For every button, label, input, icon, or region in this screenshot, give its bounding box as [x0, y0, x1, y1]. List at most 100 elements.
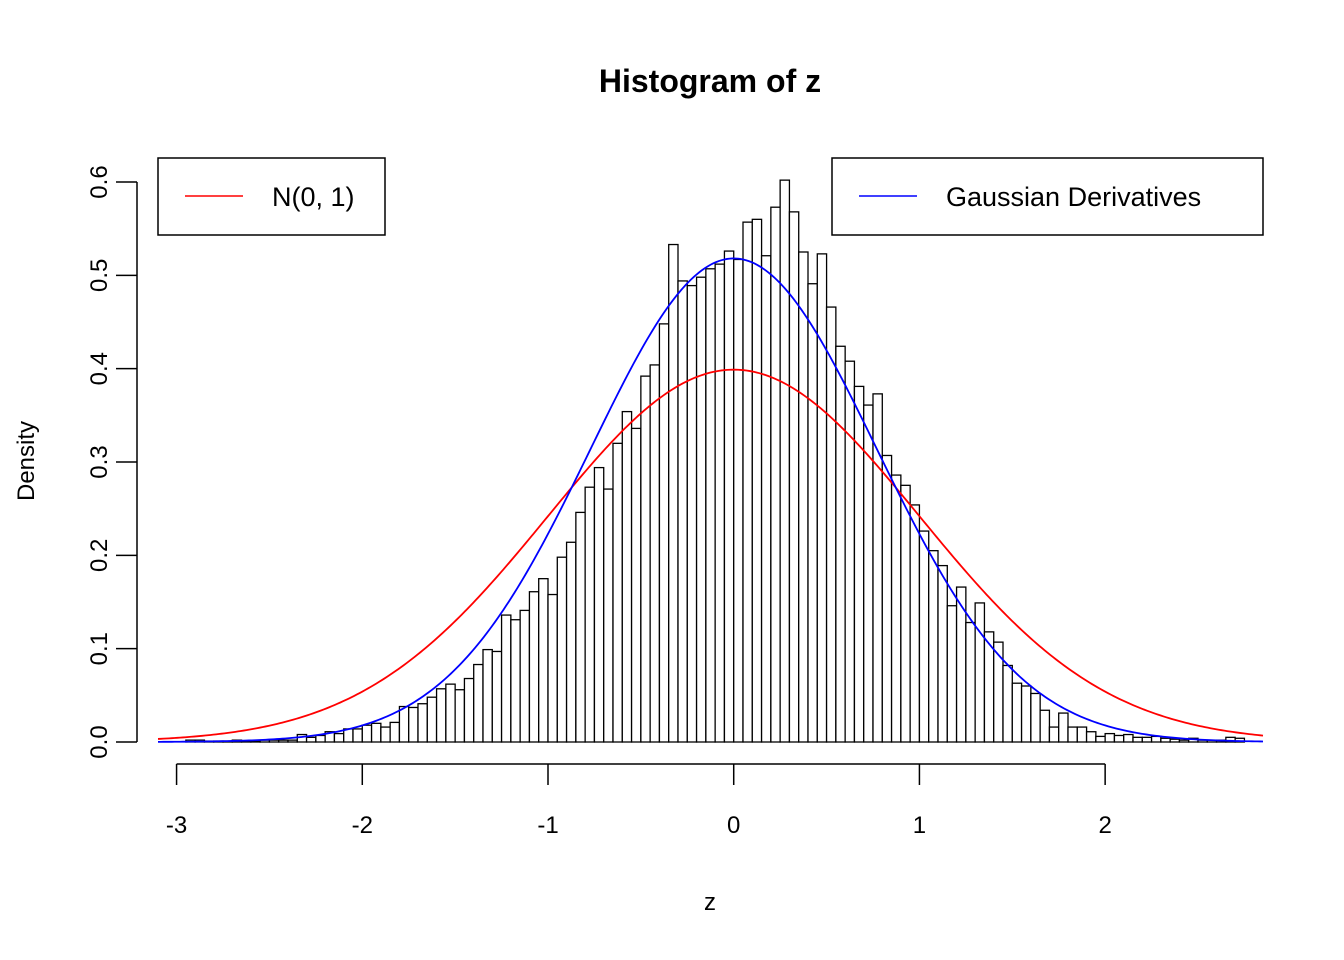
legend-right-label: Gaussian Derivatives: [946, 182, 1201, 212]
histogram-bar: [426, 696, 438, 743]
histogram-bar: [482, 648, 493, 743]
histogram-bar: [788, 211, 800, 743]
histogram-bar: [1160, 737, 1171, 743]
x-axis: -3 -2 -1 0 1 2: [166, 763, 1112, 839]
histogram-bar: [1123, 733, 1134, 743]
histogram-bar: [630, 427, 642, 743]
histogram-bar: [668, 243, 679, 743]
chart-title: Histogram of z: [599, 63, 821, 99]
x-tick-label: -3: [166, 812, 187, 839]
histogram-bar: [1039, 709, 1051, 743]
histogram-bar: [417, 703, 428, 743]
x-tick-label: -2: [352, 812, 373, 839]
histogram-bar: [380, 726, 391, 743]
histogram-bar: [798, 251, 809, 743]
histogram-bars: [185, 179, 1246, 743]
histogram-bar: [825, 306, 837, 743]
histogram-bar: [1104, 732, 1116, 743]
histogram-bar: [705, 268, 716, 743]
histogram-bar: [733, 258, 744, 743]
x-tick-label: 1: [913, 812, 926, 839]
histogram-bar: [343, 728, 354, 743]
histogram-bar: [454, 689, 466, 743]
y-axis-label: Density: [13, 421, 40, 501]
histogram-bar: [751, 218, 763, 743]
histogram-bar: [584, 486, 596, 743]
histogram-bar: [937, 564, 948, 743]
x-tick-label: 2: [1098, 812, 1111, 839]
y-tick-label: 0.0: [86, 725, 113, 758]
histogram-bar: [1020, 685, 1032, 743]
y-tick-label: 0.1: [86, 632, 113, 665]
histogram-bar: [723, 250, 735, 743]
histogram-bar: [1178, 739, 1190, 743]
x-tick-label: -1: [537, 812, 558, 839]
histogram-bar: [547, 593, 558, 743]
histogram-bar: [770, 206, 781, 743]
histogram-bar: [974, 602, 986, 743]
legend-left-label: N(0, 1): [272, 182, 355, 212]
histogram-bar: [640, 375, 651, 743]
histogram-bar: [714, 263, 726, 743]
histogram-bar: [779, 179, 791, 743]
histogram-bar: [510, 619, 521, 743]
histogram-bar: [398, 705, 410, 743]
legend-left: N(0, 1): [157, 157, 386, 236]
normal-curve: [157, 368, 1264, 740]
histogram-bar: [603, 488, 614, 743]
histogram-bar: [686, 284, 698, 743]
histogram-bar: [463, 677, 475, 743]
y-tick-label: 0.4: [86, 352, 113, 385]
histogram-bar: [491, 650, 503, 743]
histogram-bar: [872, 393, 883, 743]
histogram-bar: [1150, 735, 1162, 743]
density-curves: [157, 257, 1264, 743]
histogram-bar: [1011, 682, 1023, 743]
histogram-bar: [593, 466, 605, 743]
histogram-bar: [918, 530, 930, 743]
histogram-bar: [278, 739, 289, 743]
histogram-bar: [268, 739, 280, 743]
histogram-bar: [370, 722, 382, 743]
y-axis: 0.0 0.1 0.2 0.3 0.4 0.5 0.6: [86, 165, 138, 759]
histogram-bar: [445, 683, 456, 743]
histogram-bar: [946, 605, 958, 743]
histogram-bar: [1113, 734, 1125, 743]
histogram-bar: [315, 734, 326, 743]
histogram-bar: [1058, 712, 1069, 743]
histogram-bar: [296, 733, 308, 743]
histogram-bar: [565, 541, 577, 743]
histogram-bar: [928, 550, 939, 743]
y-tick-label: 0.6: [86, 165, 113, 198]
histogram-bar: [909, 504, 921, 743]
gaussian-derivatives-curve: [157, 257, 1264, 743]
histogram-bar: [853, 385, 865, 743]
histogram-bar: [408, 706, 419, 743]
y-tick-label: 0.5: [86, 259, 113, 292]
histogram-bar: [890, 474, 902, 743]
histogram-bar: [742, 221, 753, 743]
histogram-bar: [287, 739, 298, 743]
histogram-bar: [1132, 736, 1143, 743]
histogram-bar: [612, 442, 623, 743]
histogram-bar: [575, 511, 586, 743]
histogram-bar: [1067, 726, 1078, 743]
histogram-bar: [1048, 726, 1060, 743]
histogram-bar: [816, 253, 828, 743]
y-tick-label: 0.3: [86, 445, 113, 478]
legend-right: Gaussian Derivatives: [831, 157, 1264, 236]
histogram-bar: [473, 663, 484, 743]
histogram-bar: [844, 360, 856, 743]
histogram-bar: [1141, 736, 1153, 743]
histogram-bar: [305, 736, 317, 743]
histogram-bar: [556, 556, 568, 743]
x-axis-label: z: [704, 889, 716, 916]
x-tick-label: 0: [727, 812, 740, 839]
histogram-bar: [649, 364, 661, 743]
histogram-bar: [900, 484, 911, 743]
histogram-bar: [677, 280, 688, 743]
histogram-bar: [658, 323, 670, 743]
histogram-bar: [807, 283, 818, 743]
histogram-bar: [1002, 664, 1013, 743]
